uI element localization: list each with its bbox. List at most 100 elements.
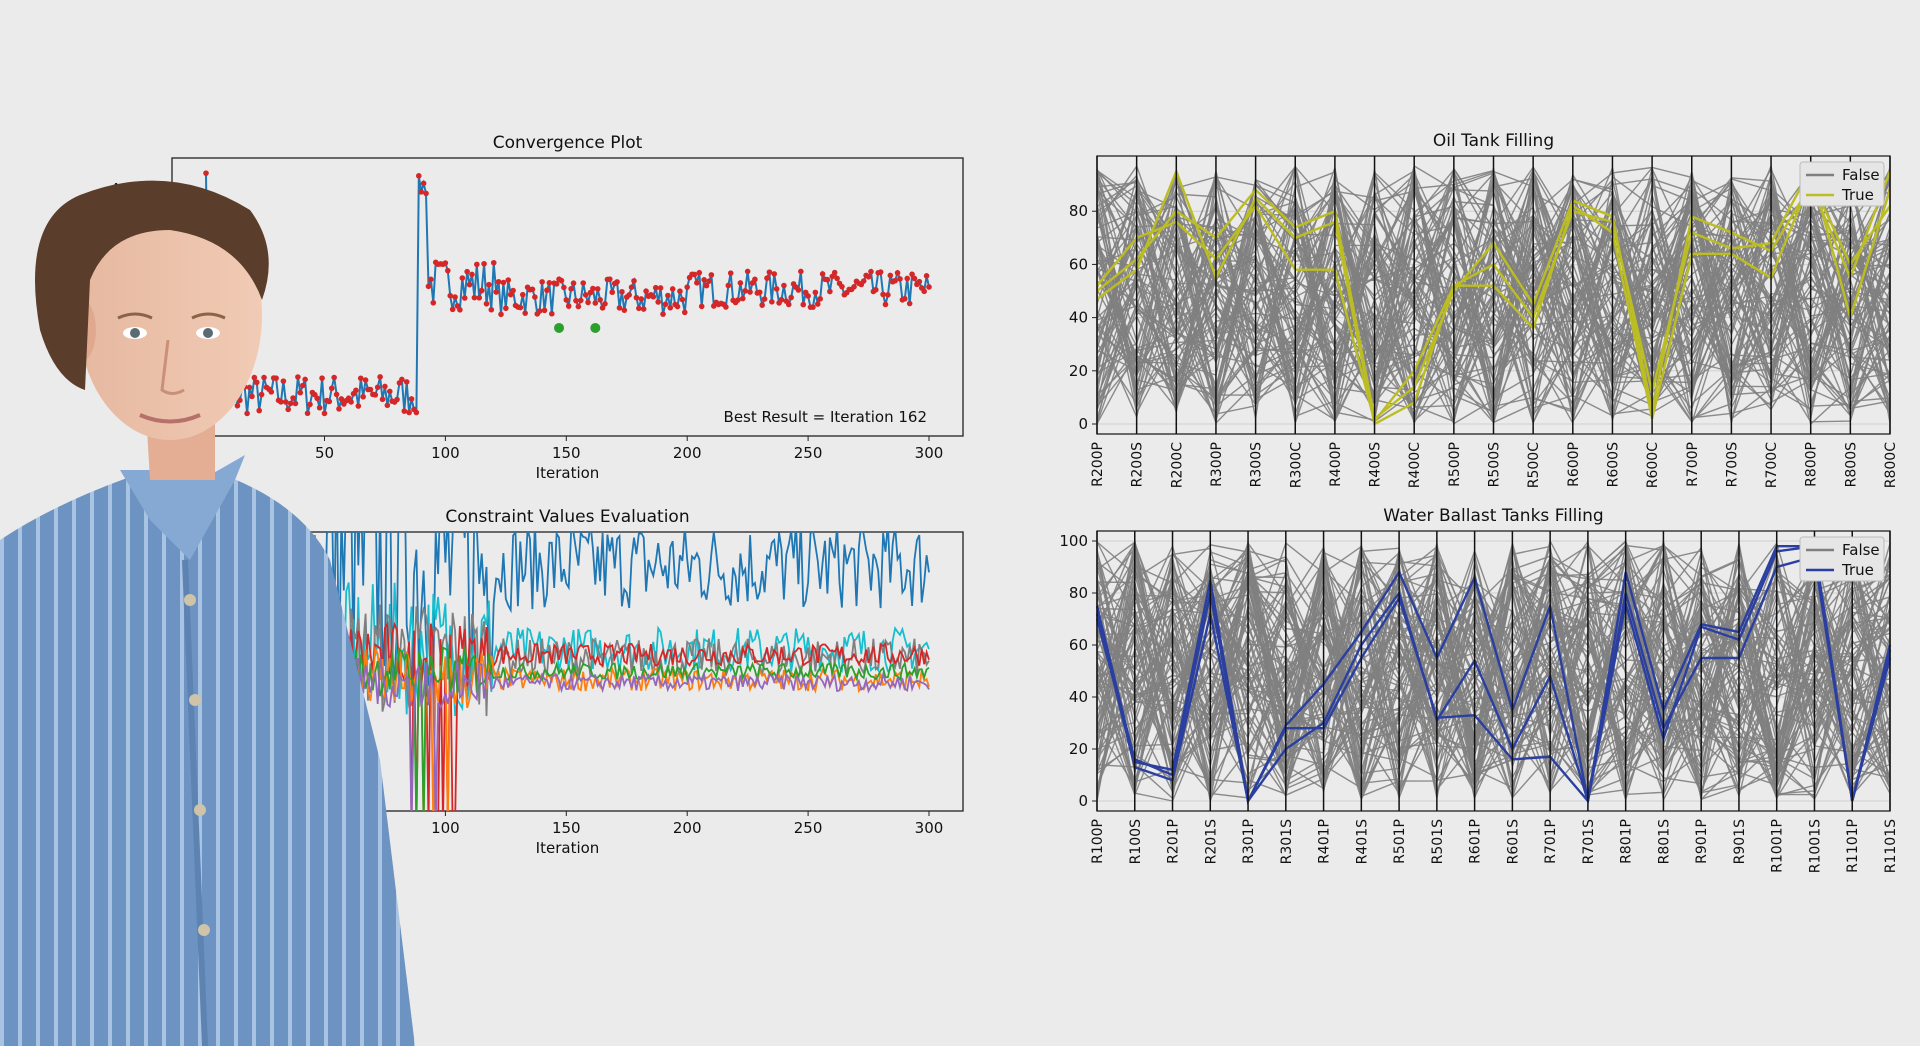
iteration-point xyxy=(752,276,758,283)
legend-label: False xyxy=(1842,541,1880,559)
iteration-point xyxy=(548,310,555,317)
iteration-point xyxy=(814,301,821,307)
iteration-point xyxy=(902,295,908,302)
iteration-point xyxy=(203,170,209,176)
axis-label: R700C xyxy=(1764,442,1780,488)
iteration-point xyxy=(234,402,241,409)
iteration-point xyxy=(638,296,645,302)
iteration-point xyxy=(299,382,306,389)
iteration-point xyxy=(246,384,253,391)
x-tick-label: 300 xyxy=(915,819,944,837)
iteration-point xyxy=(909,271,915,278)
iteration-point xyxy=(873,286,879,293)
axis-label: R901S xyxy=(1732,819,1748,864)
axis-label: R800S xyxy=(1843,442,1859,487)
iteration-point xyxy=(643,288,649,294)
true-polyline xyxy=(1095,544,1892,805)
iteration-point xyxy=(602,301,608,307)
iteration-point xyxy=(812,289,819,296)
x-tick-label: 100 xyxy=(431,819,460,837)
axis-label: R1101S xyxy=(1883,819,1899,873)
axis-label: R701P xyxy=(1543,819,1559,864)
iteration-point xyxy=(657,285,664,291)
iteration-point xyxy=(449,306,456,313)
legend-label: False xyxy=(1842,166,1880,184)
iteration-point xyxy=(478,287,485,294)
iteration-point xyxy=(590,285,596,292)
iteration-point xyxy=(839,283,845,290)
x-tick-label: 150 xyxy=(552,444,581,462)
iteration-point xyxy=(558,277,565,284)
iteration-point xyxy=(677,288,683,295)
iteration-point xyxy=(662,301,669,308)
iteration-point xyxy=(304,410,311,417)
iteration-point xyxy=(744,268,751,275)
iteration-point xyxy=(488,306,495,313)
y-tick-label: 40 xyxy=(1069,688,1088,706)
iteration-point xyxy=(498,311,504,318)
iteration-point xyxy=(851,284,857,290)
iteration-point xyxy=(592,300,599,306)
iteration-point xyxy=(251,374,258,381)
iteration-point xyxy=(607,276,613,282)
iteration-point xyxy=(633,294,640,301)
iteration-point xyxy=(357,375,364,382)
axis-label: R600C xyxy=(1645,442,1661,488)
iteration-point xyxy=(882,301,889,308)
axis-label: R800C xyxy=(1883,442,1899,488)
iteration-point xyxy=(464,268,470,275)
iteration-point xyxy=(519,291,526,298)
false-polyline xyxy=(1096,545,1891,796)
y-tick-label: 20 xyxy=(1069,740,1088,758)
iteration-point xyxy=(887,272,894,279)
iteration-point xyxy=(701,276,707,283)
x-tick-label: 150 xyxy=(552,819,581,837)
iteration-point xyxy=(766,269,773,275)
axis-label: R601P xyxy=(1468,819,1484,864)
iteration-point xyxy=(321,410,328,417)
iteration-point xyxy=(906,300,913,307)
iteration-point xyxy=(880,291,886,298)
x-tick-label: 200 xyxy=(673,819,702,837)
iteration-point xyxy=(691,271,698,278)
iteration-point xyxy=(923,273,930,279)
iteration-point xyxy=(609,289,616,296)
x-tick-label: 300 xyxy=(915,444,944,462)
y-tick-label: 0 xyxy=(1078,792,1088,810)
axis-label: R100S xyxy=(1128,819,1144,864)
iteration-point xyxy=(336,406,342,412)
iteration-point xyxy=(367,386,374,393)
iteration-point xyxy=(885,292,891,298)
iteration-point xyxy=(442,260,449,266)
axis-label: R401P xyxy=(1317,819,1333,864)
axis-label: R200C xyxy=(1169,442,1185,488)
iteration-point xyxy=(636,305,642,312)
iteration-point xyxy=(331,374,337,381)
legend-label: True xyxy=(1841,561,1874,579)
false-polyline xyxy=(1096,547,1891,795)
x-tick-label: 250 xyxy=(794,444,823,462)
iteration-point xyxy=(921,288,927,295)
iteration-point xyxy=(877,269,884,275)
x-axis-label: Iteration xyxy=(536,464,600,482)
iteration-point xyxy=(667,304,674,311)
iteration-point xyxy=(384,402,391,409)
iteration-point xyxy=(372,392,379,398)
legend-label: True xyxy=(1841,186,1874,204)
iteration-point xyxy=(377,374,383,380)
axis-label: R100P xyxy=(1090,819,1106,864)
water-ballast-filling-plot: Water Ballast Tanks Filling 0 20 40 60 80 100 R… xyxy=(1059,506,1899,873)
axis-label: R1001P xyxy=(1770,819,1786,873)
iteration-point xyxy=(326,398,333,405)
iteration-point xyxy=(759,302,765,308)
iteration-point xyxy=(353,387,359,394)
iteration-point xyxy=(459,275,466,281)
iteration-point xyxy=(631,278,637,284)
iteration-point xyxy=(742,288,749,294)
iteration-point xyxy=(565,303,572,309)
iteration-point xyxy=(694,279,700,286)
iteration-point xyxy=(723,304,729,310)
iteration-point xyxy=(681,309,688,316)
axis-label: R500P xyxy=(1447,442,1463,487)
iteration-point xyxy=(798,268,804,275)
